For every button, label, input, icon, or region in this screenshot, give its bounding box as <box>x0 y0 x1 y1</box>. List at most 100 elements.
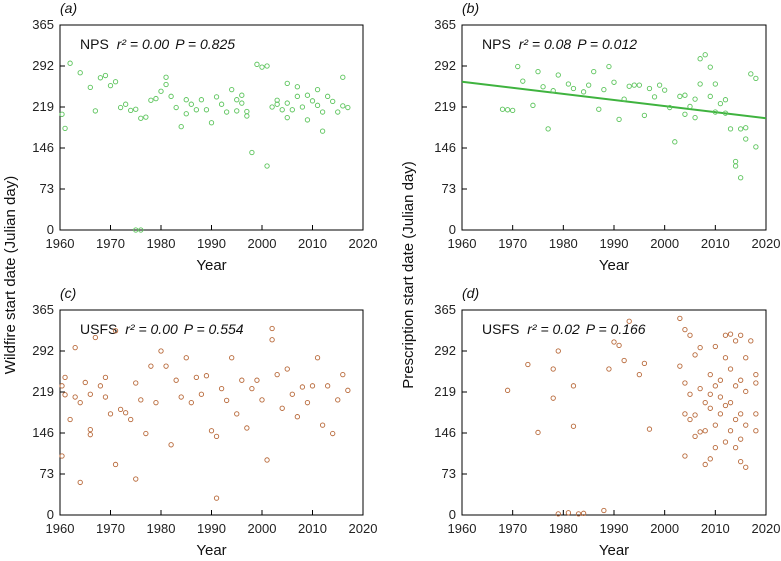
data-point <box>284 100 290 106</box>
data-point <box>254 377 260 383</box>
data-point <box>299 104 306 110</box>
panel-a: (a) NPS r² = 0.00 P = 0.825 0 73 146 219 292 365… <box>32 0 377 274</box>
y-axis-title-right: Prescription start date (Julian day) <box>400 161 417 389</box>
data-point <box>163 363 169 369</box>
data-point <box>87 432 93 438</box>
data-point <box>153 400 159 406</box>
data-point <box>264 457 270 463</box>
data-point <box>611 339 617 345</box>
data-point <box>712 383 718 389</box>
data-point <box>692 96 698 102</box>
data-point <box>692 115 698 121</box>
data-point <box>727 331 734 337</box>
data-point <box>244 425 250 431</box>
data-point <box>239 377 245 383</box>
data-point <box>692 352 698 358</box>
x-tick-label: 1980 <box>549 236 578 251</box>
data-point <box>153 95 159 102</box>
data-point <box>340 371 346 378</box>
data-point <box>92 108 99 114</box>
data-point <box>188 101 194 107</box>
data-point <box>138 397 144 403</box>
data-point <box>330 98 336 105</box>
data-point <box>59 453 65 459</box>
data-point <box>168 442 174 448</box>
data-point <box>304 92 311 98</box>
data-point <box>743 422 749 428</box>
data-point <box>72 394 78 400</box>
data-point <box>198 391 205 397</box>
data-point <box>616 116 622 123</box>
data-point <box>738 436 744 442</box>
data-point <box>555 348 561 354</box>
data-point <box>717 377 724 383</box>
data-point <box>697 429 703 435</box>
data-point <box>279 107 285 113</box>
data-point <box>148 363 154 369</box>
data-point <box>717 411 724 417</box>
data-point <box>158 88 164 94</box>
data-point <box>738 458 744 465</box>
stats-annotation: USFS r² = 0.00 P = 0.554 <box>80 321 244 337</box>
data-point <box>208 428 215 434</box>
stats-p: P = 0.166 <box>586 321 646 337</box>
data-point <box>138 115 144 121</box>
stats-p: P = 0.554 <box>184 321 244 337</box>
data-point <box>309 98 316 104</box>
data-point <box>722 110 729 116</box>
data-point <box>591 68 597 75</box>
data-point <box>178 394 184 400</box>
x-tick-label: 2010 <box>701 236 730 251</box>
data-point <box>87 84 93 90</box>
data-point <box>229 86 235 93</box>
data-point <box>77 70 83 76</box>
data-point <box>732 383 739 389</box>
data-point <box>697 56 703 62</box>
data-point <box>269 325 275 332</box>
y-tick-label: 292 <box>32 343 54 358</box>
data-point <box>173 104 179 111</box>
x-tick-label: 1970 <box>96 521 125 536</box>
data-point <box>249 149 255 156</box>
y-tick-label: 292 <box>32 58 54 73</box>
data-point <box>193 107 200 113</box>
data-point <box>616 342 622 349</box>
data-point <box>304 117 311 123</box>
data-point <box>112 79 119 85</box>
data-point <box>183 355 189 361</box>
data-point <box>213 433 220 440</box>
data-point <box>692 433 698 440</box>
data-point <box>743 464 749 470</box>
data-point <box>264 163 270 169</box>
data-point <box>319 128 326 134</box>
data-point <box>697 81 703 87</box>
data-point <box>621 96 627 102</box>
data-point <box>717 394 724 400</box>
data-point <box>102 394 109 400</box>
data-point <box>249 385 255 392</box>
stats-r2: r² = 0.00 <box>125 321 178 337</box>
y-tick-label: 0 <box>449 222 456 237</box>
y-tick-label: 365 <box>32 17 54 32</box>
data-point <box>753 75 759 82</box>
x-tick-label: 1990 <box>197 236 226 251</box>
data-point <box>133 227 139 233</box>
data-point <box>575 511 582 517</box>
data-point <box>722 355 729 361</box>
data-point <box>102 374 109 381</box>
data-point <box>128 107 134 114</box>
data-point <box>244 113 250 119</box>
data-point <box>289 391 295 397</box>
data-point <box>112 461 119 468</box>
x-tick-label: 2020 <box>349 236 378 251</box>
plot-frame <box>461 309 767 516</box>
data-point <box>274 371 280 378</box>
data-point <box>178 124 184 130</box>
data-point <box>203 373 210 379</box>
x-tick-label: 1980 <box>147 236 176 251</box>
x-tick-label: 1960 <box>46 236 75 251</box>
data-point <box>707 371 713 378</box>
x-axis-title: Year <box>599 542 629 559</box>
data-point <box>712 343 718 350</box>
data-point <box>284 115 290 121</box>
